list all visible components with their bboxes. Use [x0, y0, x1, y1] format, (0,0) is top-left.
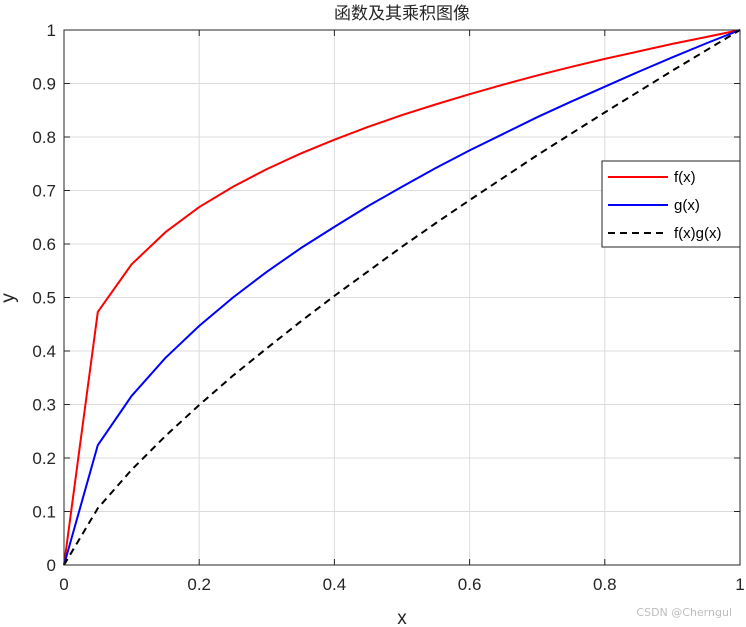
- y-tick-label: 0.8: [32, 128, 56, 147]
- y-tick-label: 0.2: [32, 449, 56, 468]
- legend-label-2: g(x): [674, 197, 700, 214]
- y-tick-label: 1: [47, 21, 56, 40]
- x-tick-label: 0.2: [187, 575, 211, 594]
- y-tick-label: 0.7: [32, 182, 56, 201]
- legend-label-3: f(x)g(x): [674, 225, 722, 242]
- x-tick-label: 0.4: [323, 575, 347, 594]
- watermark: CSDN @Cherngul: [636, 606, 732, 619]
- legend: f(x)g(x)f(x)g(x): [601, 160, 741, 248]
- y-tick-label: 0.1: [32, 503, 56, 522]
- axes-box: [63, 29, 741, 566]
- y-tick-label: 0.9: [32, 75, 56, 94]
- y-tick-label: 0.4: [32, 342, 56, 361]
- y-tick-label: 0.3: [32, 396, 56, 415]
- chart-title: 函数及其乘积图像: [334, 4, 470, 24]
- x-tick-label: 0.6: [458, 575, 482, 594]
- legend-label-1: f(x): [674, 169, 696, 186]
- y-tick-label: 0.6: [32, 235, 56, 254]
- series-line-1: [63, 29, 741, 566]
- series-line-3: [63, 29, 741, 566]
- y-axis-label: y: [0, 293, 19, 303]
- series-lines: [63, 29, 741, 566]
- series-line-2: [63, 29, 741, 566]
- x-tick-label: 0: [59, 575, 68, 594]
- x-tick-label: 1: [735, 575, 744, 594]
- y-tick-label: 0.5: [32, 289, 56, 308]
- axes-frame: [63, 29, 741, 566]
- x-axis-label: x: [397, 608, 407, 627]
- x-tick-labels: 0 0.2 0.4 0.6 0.8 1: [59, 575, 744, 594]
- x-tick-label: 0.8: [593, 575, 617, 594]
- y-tick-label: 0: [47, 556, 56, 575]
- y-tick-labels: 0 0.1 0.2 0.3 0.4 0.5 0.6 0.7 0.8 0.9 1: [32, 21, 56, 575]
